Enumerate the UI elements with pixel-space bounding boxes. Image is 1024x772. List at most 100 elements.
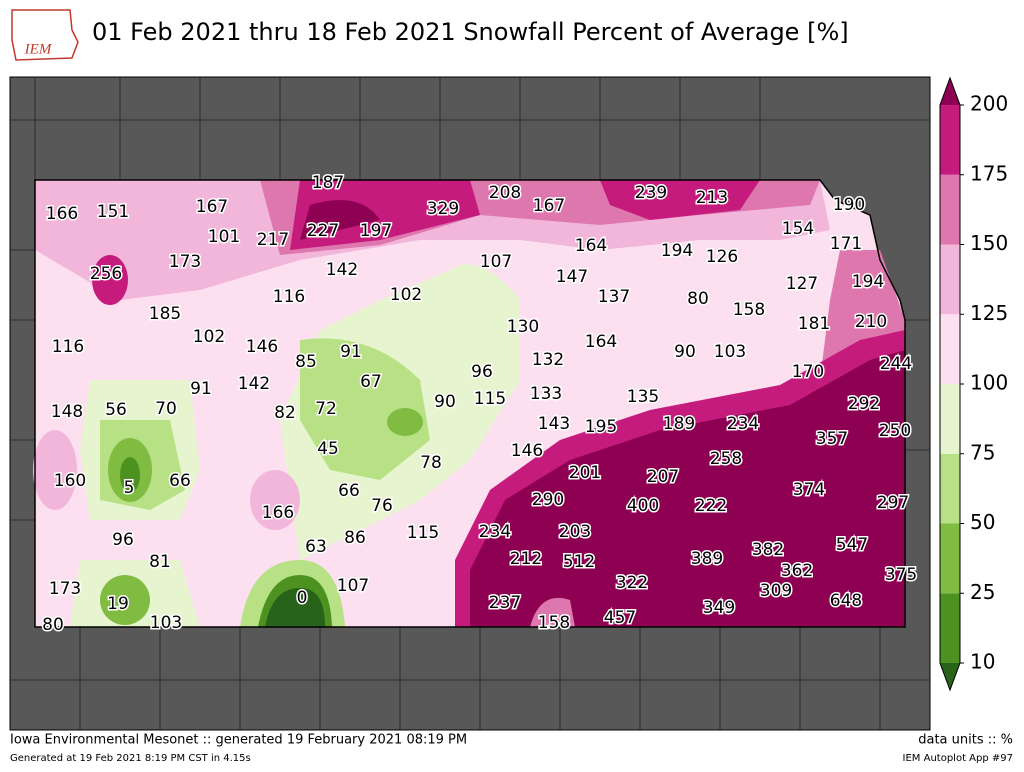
colorbar: 10 25 50 75 100 125 150 175 200 bbox=[939, 76, 1008, 692]
colorbar-tick-label: 25 bbox=[970, 580, 995, 604]
station-value: 227 bbox=[307, 221, 339, 241]
station-value: 19 bbox=[107, 594, 129, 614]
footer-left-small: Generated at 19 Feb 2021 8:19 PM CST in … bbox=[10, 753, 251, 764]
station-value: 201 bbox=[569, 463, 601, 483]
station-value: 375 bbox=[885, 565, 917, 585]
station-value: 133 bbox=[530, 384, 562, 404]
station-value: 91 bbox=[340, 342, 362, 362]
station-value: 222 bbox=[695, 496, 727, 516]
neighbor-counties bbox=[10, 77, 930, 730]
station-value: 213 bbox=[696, 188, 728, 208]
station-value: 297 bbox=[877, 493, 909, 513]
station-value: 195 bbox=[585, 417, 617, 437]
station-value: 158 bbox=[733, 300, 765, 320]
station-value: 166 bbox=[46, 204, 78, 224]
station-value: 189 bbox=[663, 414, 695, 434]
station-value: 116 bbox=[52, 337, 84, 357]
station-value: 512 bbox=[563, 552, 595, 572]
station-value: 292 bbox=[848, 394, 880, 414]
footer-left: Iowa Environmental Mesonet :: generated … bbox=[10, 733, 467, 748]
logo-text: IEM bbox=[24, 41, 53, 57]
station-value: 102 bbox=[390, 285, 422, 305]
station-value: 329 bbox=[427, 199, 459, 219]
colorbar-tick-label: 175 bbox=[970, 161, 1008, 185]
station-value: 107 bbox=[337, 576, 369, 596]
station-value: 146 bbox=[246, 337, 278, 357]
station-value: 0 bbox=[297, 588, 308, 608]
station-value: 81 bbox=[149, 552, 171, 572]
station-value: 244 bbox=[880, 354, 912, 374]
colorbar-tick-label: 125 bbox=[970, 301, 1008, 325]
colorbar-band bbox=[940, 593, 960, 663]
station-value: 322 bbox=[616, 573, 648, 593]
station-value: 389 bbox=[691, 549, 723, 569]
station-value: 258 bbox=[710, 449, 742, 469]
station-value: 72 bbox=[315, 399, 337, 419]
station-value: 148 bbox=[51, 402, 83, 422]
station-value: 107 bbox=[480, 252, 512, 272]
station-value: 102 bbox=[193, 327, 225, 347]
station-value: 250 bbox=[879, 421, 911, 441]
station-value: 132 bbox=[532, 350, 564, 370]
station-value: 126 bbox=[706, 247, 738, 267]
station-value: 190 bbox=[833, 195, 865, 215]
station-value: 45 bbox=[317, 439, 339, 459]
station-value: 103 bbox=[714, 342, 746, 362]
station-value: 56 bbox=[105, 400, 127, 420]
station-value: 158 bbox=[538, 613, 570, 633]
station-value: 166 bbox=[262, 503, 294, 523]
station-value: 171 bbox=[830, 234, 862, 254]
station-value: 142 bbox=[238, 374, 270, 394]
logo: IEM bbox=[11, 9, 79, 61]
station-value: 154 bbox=[782, 219, 814, 239]
colorbar-under bbox=[940, 663, 960, 690]
station-value: 167 bbox=[196, 197, 228, 217]
colorbar-tick-label: 100 bbox=[970, 371, 1008, 395]
station-value: 234 bbox=[479, 522, 511, 542]
station-value: 457 bbox=[604, 608, 636, 628]
colorbar-band bbox=[940, 453, 960, 524]
station-value: 146 bbox=[511, 441, 543, 461]
colorbar-band bbox=[940, 314, 960, 384]
colorbar-tick-label: 50 bbox=[970, 510, 995, 534]
station-value: 362 bbox=[781, 561, 813, 581]
station-value: 194 bbox=[661, 241, 693, 261]
station-value: 164 bbox=[575, 236, 607, 256]
station-value: 137 bbox=[598, 287, 630, 307]
station-value: 173 bbox=[169, 252, 201, 272]
station-value: 90 bbox=[674, 342, 696, 362]
colorbar-band bbox=[940, 384, 960, 454]
station-value: 116 bbox=[273, 287, 305, 307]
colorbar-band bbox=[940, 174, 960, 245]
station-value: 237 bbox=[489, 593, 521, 613]
colorbar-band bbox=[940, 244, 960, 315]
station-value: 187 bbox=[312, 173, 344, 193]
station-value: 181 bbox=[798, 314, 830, 334]
state-outline bbox=[34, 179, 906, 628]
station-value: 76 bbox=[371, 496, 393, 516]
station-value: 63 bbox=[305, 537, 327, 557]
station-value: 173 bbox=[49, 579, 81, 599]
station-value: 194 bbox=[852, 272, 884, 292]
station-value: 357 bbox=[816, 429, 848, 449]
station-value: 290 bbox=[532, 490, 564, 510]
footer-right-small: IEM Autoplot App #97 bbox=[903, 753, 1013, 764]
colorbar-band bbox=[940, 105, 960, 175]
station-value: 239 bbox=[635, 183, 667, 203]
station-value: 160 bbox=[54, 471, 86, 491]
colorbar-tick-label: 200 bbox=[970, 92, 1008, 116]
station-value: 142 bbox=[326, 260, 358, 280]
station-value: 164 bbox=[585, 332, 617, 352]
station-value: 147 bbox=[556, 267, 588, 287]
station-value: 151 bbox=[97, 202, 129, 222]
station-value: 78 bbox=[420, 453, 442, 473]
station-value: 66 bbox=[169, 471, 191, 491]
station-value: 349 bbox=[703, 598, 735, 618]
station-value: 70 bbox=[155, 399, 177, 419]
station-value: 256 bbox=[90, 264, 122, 284]
station-value: 309 bbox=[760, 581, 792, 601]
colorbar-tick-label: 75 bbox=[970, 440, 995, 464]
station-value: 212 bbox=[510, 549, 542, 569]
station-value: 400 bbox=[627, 496, 659, 516]
station-value: 85 bbox=[295, 352, 317, 372]
